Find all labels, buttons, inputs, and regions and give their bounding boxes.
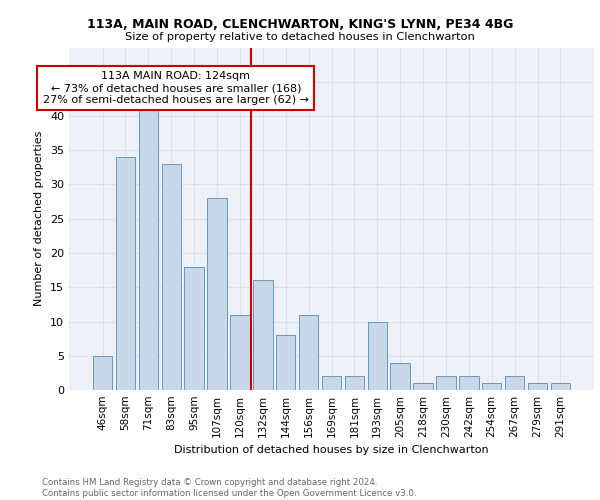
Bar — [344, 376, 364, 390]
Bar — [299, 314, 319, 390]
Y-axis label: Number of detached properties: Number of detached properties — [34, 131, 44, 306]
Bar — [528, 383, 547, 390]
Bar — [208, 198, 227, 390]
Bar — [482, 383, 502, 390]
X-axis label: Distribution of detached houses by size in Clenchwarton: Distribution of detached houses by size … — [174, 446, 489, 456]
Text: 113A, MAIN ROAD, CLENCHWARTON, KING'S LYNN, PE34 4BG: 113A, MAIN ROAD, CLENCHWARTON, KING'S LY… — [87, 18, 513, 30]
Bar — [184, 266, 204, 390]
Bar — [116, 157, 135, 390]
Bar — [436, 376, 455, 390]
Bar — [276, 335, 295, 390]
Bar — [505, 376, 524, 390]
Bar — [161, 164, 181, 390]
Bar — [253, 280, 272, 390]
Text: 113A MAIN ROAD: 124sqm
← 73% of detached houses are smaller (168)
27% of semi-de: 113A MAIN ROAD: 124sqm ← 73% of detached… — [43, 72, 309, 104]
Text: Size of property relative to detached houses in Clenchwarton: Size of property relative to detached ho… — [125, 32, 475, 42]
Bar — [93, 356, 112, 390]
Bar — [551, 383, 570, 390]
Text: Contains HM Land Registry data © Crown copyright and database right 2024.
Contai: Contains HM Land Registry data © Crown c… — [42, 478, 416, 498]
Bar — [139, 102, 158, 390]
Bar — [391, 362, 410, 390]
Bar — [322, 376, 341, 390]
Bar — [413, 383, 433, 390]
Bar — [230, 314, 250, 390]
Bar — [368, 322, 387, 390]
Bar — [459, 376, 479, 390]
